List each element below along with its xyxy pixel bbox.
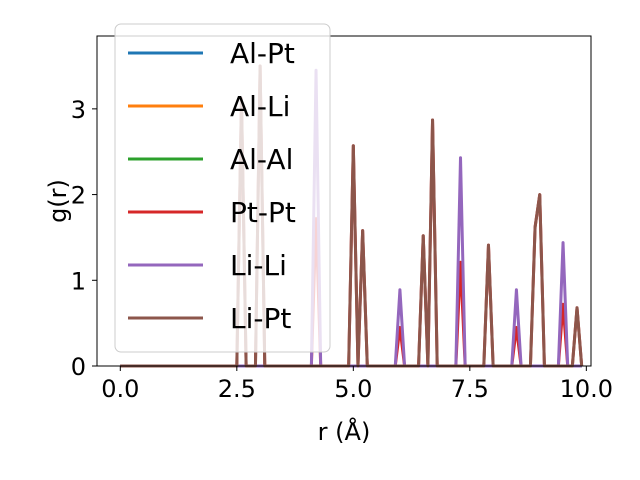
y-tick-label: 0 bbox=[71, 353, 86, 381]
y-tick-label: 1 bbox=[71, 267, 86, 295]
y-axis-ticks: 0 1 2 3 bbox=[71, 96, 97, 381]
x-tick-label: 2.5 bbox=[218, 375, 256, 403]
x-tick-label: 5.0 bbox=[334, 375, 372, 403]
legend-label-al-al: Al-Al bbox=[230, 143, 293, 176]
x-tick-label: 7.5 bbox=[451, 375, 489, 403]
y-tick-label: 2 bbox=[71, 182, 86, 210]
legend-box bbox=[114, 23, 331, 353]
plot-area-frame bbox=[96, 35, 592, 367]
y-tick-label: 3 bbox=[71, 96, 86, 124]
legend: Al-Pt Al-Li Al-Al Pt-Pt Li-Li Li-Pt bbox=[114, 23, 331, 353]
x-tick-label: 10.0 bbox=[560, 375, 613, 403]
legend-label-li-pt: Li-Pt bbox=[230, 302, 291, 335]
y-axis-label: g(r) bbox=[44, 179, 72, 223]
legend-label-pt-pt: Pt-Pt bbox=[230, 196, 296, 229]
x-axis-ticks: 0.0 2.5 5.0 7.5 10.0 bbox=[101, 366, 613, 403]
legend-label-li-li: Li-Li bbox=[230, 249, 287, 282]
x-tick-label: 0.0 bbox=[101, 375, 139, 403]
legend-label-al-pt: Al-Pt bbox=[230, 37, 295, 70]
x-axis-label: r (Å) bbox=[318, 417, 371, 446]
legend-label-al-li: Al-Li bbox=[230, 90, 290, 123]
